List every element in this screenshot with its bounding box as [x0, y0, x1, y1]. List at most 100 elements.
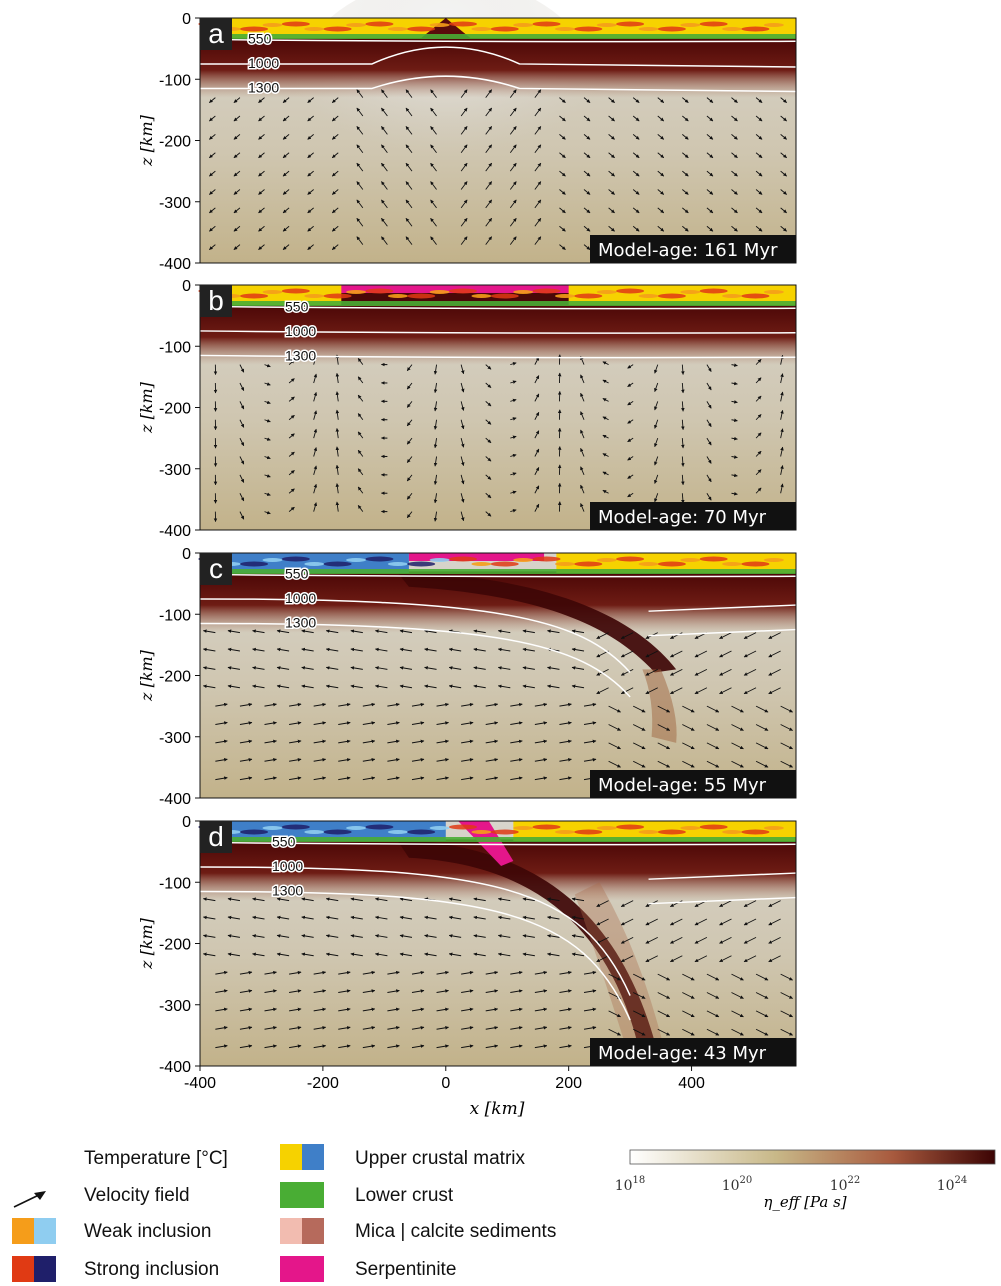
velocity-arrow — [258, 152, 265, 159]
velocity-arrow — [534, 721, 548, 725]
velocity-arrow — [608, 705, 621, 713]
velocity-arrow — [645, 918, 658, 926]
velocity-arrow — [620, 936, 634, 944]
velocity-arrow — [583, 1026, 597, 1030]
velocity-arrow — [608, 189, 615, 195]
velocity-arrow — [460, 236, 468, 245]
velocity-arrow — [706, 1028, 720, 1036]
velocity-arrow — [209, 244, 216, 250]
y-tick-label: -400 — [159, 1059, 191, 1076]
velocity-arrow — [331, 189, 339, 195]
velocity-arrow — [335, 391, 340, 402]
isotherm-label: 1000 — [272, 858, 303, 874]
velocity-arrow — [596, 687, 609, 695]
velocity-arrow — [362, 1044, 376, 1049]
velocity-arrow — [301, 934, 314, 938]
velocity-arrow — [608, 225, 615, 232]
mica-swatch — [280, 1218, 302, 1244]
velocity-arrow — [632, 724, 646, 731]
model-age-label: Model-age: 55 Myr — [598, 775, 767, 796]
velocity-arrow — [534, 181, 542, 190]
velocity-arrow — [731, 742, 744, 750]
velocity-arrow — [461, 739, 474, 744]
velocity-arrow — [209, 170, 216, 177]
velocity-arrow — [289, 989, 302, 993]
velocity-arrow — [485, 721, 499, 725]
velocity-arrow — [424, 915, 437, 920]
velocity-field — [209, 89, 787, 250]
y-tick-label: 0 — [182, 278, 191, 295]
velocity-arrow — [670, 936, 683, 944]
velocity-arrow — [485, 1007, 499, 1012]
velocity-arrow — [731, 436, 738, 441]
velocity-arrow — [252, 684, 265, 689]
velocity-arrow — [209, 115, 216, 122]
velocity-arrow — [657, 705, 671, 713]
velocity-arrow — [534, 107, 542, 117]
velocity-arrow — [399, 897, 413, 902]
velocity-arrow — [682, 152, 689, 159]
velocity-arrow — [743, 918, 757, 926]
velocity-arrow — [608, 134, 615, 140]
velocity-arrow — [755, 170, 763, 177]
velocity-arrow — [276, 915, 290, 920]
y-tick-label: -200 — [159, 669, 191, 686]
velocity-arrow — [670, 687, 683, 695]
velocity-arrow — [381, 89, 388, 98]
lower-crust — [200, 301, 796, 306]
velocity-arrow — [670, 918, 683, 926]
velocity-arrow — [356, 181, 364, 190]
velocity-arrow — [608, 724, 621, 731]
velocity-arrow — [706, 170, 714, 177]
strong-inclusion — [448, 21, 477, 27]
legend-weak: Weak inclusion — [84, 1221, 212, 1242]
velocity-arrow — [387, 970, 400, 975]
velocity-arrow — [461, 989, 474, 993]
velocity-arrow — [485, 989, 499, 993]
isotherm-label: 1000 — [285, 323, 316, 339]
velocity-arrow — [497, 897, 511, 902]
velocity-arrow — [485, 702, 499, 707]
velocity-arrow — [209, 207, 216, 214]
velocity-arrow — [356, 162, 364, 172]
velocity-arrow — [571, 897, 585, 902]
velocity-arrow — [510, 739, 523, 744]
strong-inclusion — [407, 829, 436, 835]
velocity-arrow — [657, 189, 665, 195]
y-tick-label: -100 — [159, 607, 191, 624]
velocity-arrow — [510, 1007, 523, 1012]
weak-inclusion — [554, 562, 575, 566]
velocity-arrow — [706, 474, 712, 483]
velocity-arrow — [682, 225, 689, 232]
velocity-arrow — [632, 705, 646, 713]
velocity-arrow — [509, 199, 517, 209]
upper-crust-swatch-b — [302, 1144, 324, 1170]
velocity-arrow — [706, 115, 714, 122]
velocity-arrow — [681, 419, 685, 431]
velocity-arrow — [522, 897, 535, 902]
velocity-arrow — [627, 364, 634, 369]
velocity-arrow — [264, 437, 271, 441]
velocity-arrow — [301, 629, 314, 634]
velocity-arrow — [620, 900, 634, 908]
strong-inclusion — [741, 293, 770, 299]
velocity-arrow — [522, 934, 535, 938]
velocity-arrow — [239, 702, 253, 707]
velocity-arrow — [282, 244, 290, 250]
velocity-arrow — [627, 456, 634, 461]
velocity-arrow — [350, 647, 363, 652]
velocity-arrow — [559, 970, 572, 975]
velocity-arrow — [350, 915, 363, 920]
velocity-arrow — [331, 207, 339, 214]
velocity-arrow — [239, 970, 253, 975]
velocity-arrow — [780, 1028, 793, 1036]
velocity-arrow — [325, 684, 339, 689]
velocity-arrow — [430, 107, 437, 117]
velocity-arrow — [282, 189, 290, 195]
velocity-arrow — [571, 934, 585, 938]
velocity-arrow — [430, 181, 437, 190]
velocity-arrow — [430, 126, 437, 135]
model-age-label: Model-age: 70 Myr — [598, 507, 767, 528]
velocity-arrow — [406, 456, 413, 463]
velocity-arrow — [387, 1007, 400, 1012]
